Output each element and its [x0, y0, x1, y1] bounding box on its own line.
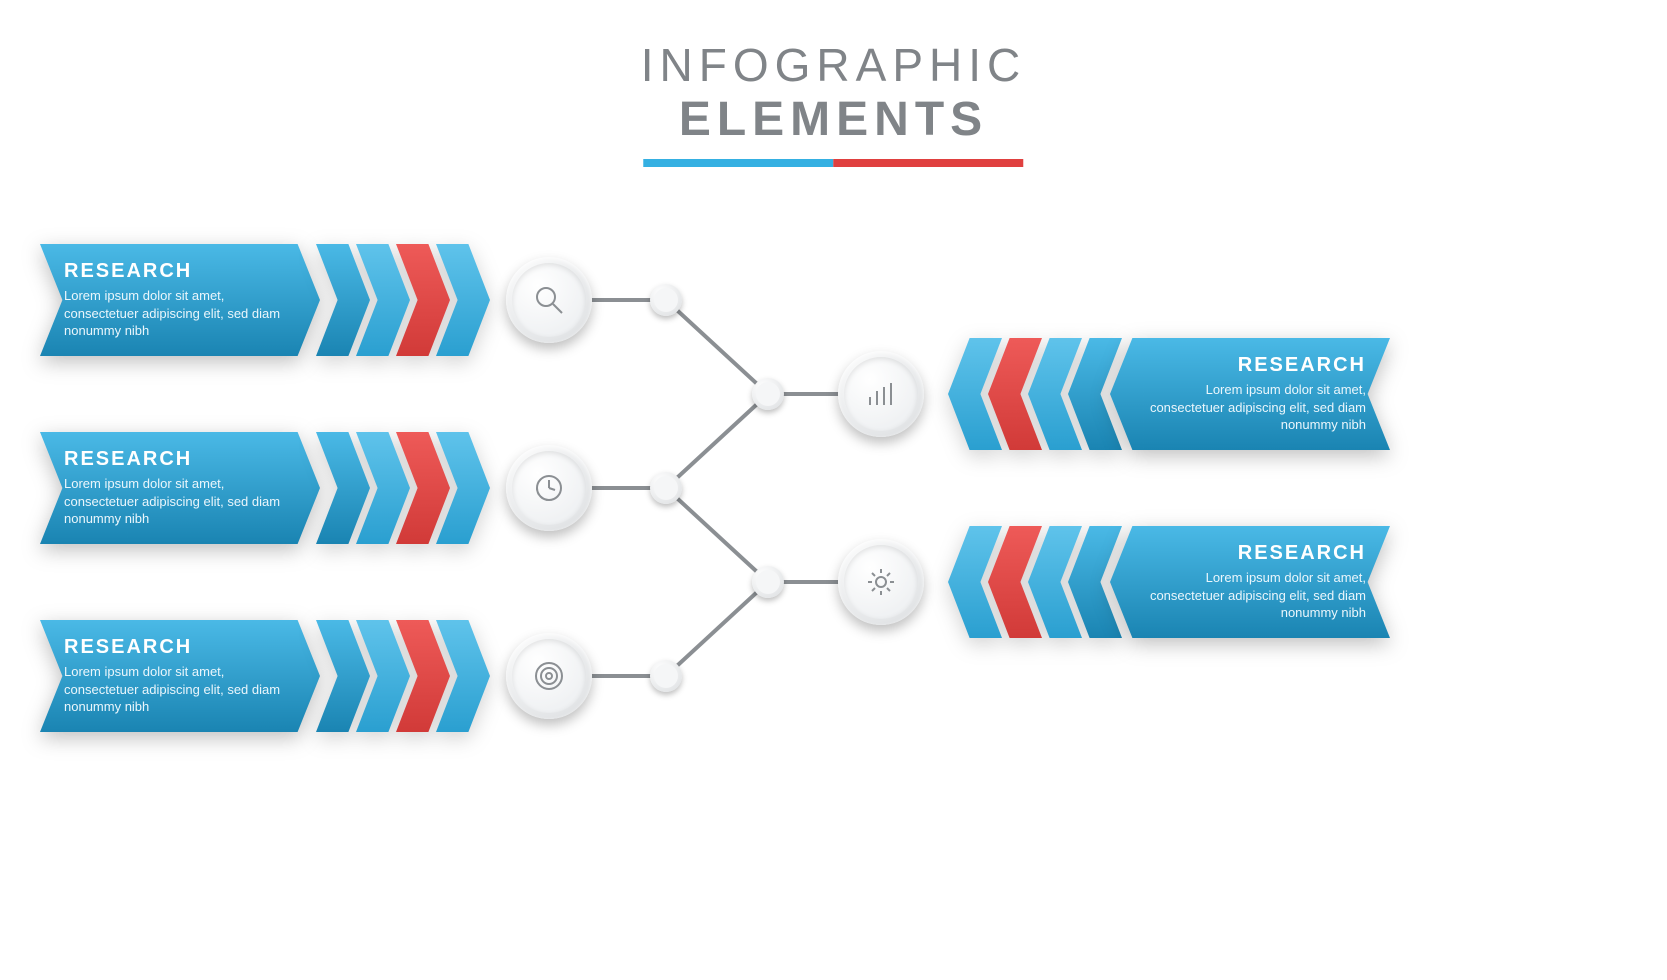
connector-line: [665, 299, 770, 396]
title-line1: INFOGRAPHIC: [641, 38, 1026, 92]
right-banner-2: RESEARCH Lorem ipsum dolor sit amet, con…: [1110, 526, 1390, 638]
clock-icon: [531, 470, 567, 506]
chevron-icon: [316, 432, 370, 544]
title-underline: [644, 159, 1024, 167]
title-block: INFOGRAPHIC ELEMENTS: [641, 38, 1026, 167]
left-banner-2: RESEARCH Lorem ipsum dolor sit amet, con…: [40, 432, 320, 544]
left-icon-circle-1: [506, 257, 592, 343]
left-icon-circle-2: [506, 445, 592, 531]
left-icon-circle-3: [506, 633, 592, 719]
right-chevrons-2: [948, 526, 1122, 638]
connector-line: [665, 393, 770, 490]
chevron-icon: [316, 244, 370, 356]
title-line2: ELEMENTS: [641, 92, 1026, 147]
target-icon: [531, 658, 567, 694]
chevron-icon: [316, 620, 370, 732]
left-label-3: RESEARCH: [64, 636, 296, 659]
right-icon-circle-1: [838, 351, 924, 437]
left-desc-2: Lorem ipsum dolor sit amet, consectetuer…: [64, 475, 296, 528]
connector-line: [665, 487, 770, 584]
left-node-3: [650, 660, 682, 692]
left-node-2: [650, 472, 682, 504]
search-icon: [532, 283, 566, 317]
right-banner-1: RESEARCH Lorem ipsum dolor sit amet, con…: [1110, 338, 1390, 450]
underline-right: [834, 159, 1024, 167]
bars-icon: [864, 377, 898, 411]
right-desc-1: Lorem ipsum dolor sit amet, consectetuer…: [1134, 381, 1366, 434]
right-chevrons-1: [948, 338, 1122, 450]
connector-line: [665, 581, 770, 678]
left-banner-3: RESEARCH Lorem ipsum dolor sit amet, con…: [40, 620, 320, 732]
left-chevrons-2: [316, 432, 490, 544]
right-label-2: RESEARCH: [1134, 542, 1366, 565]
left-label-1: RESEARCH: [64, 260, 296, 283]
right-node-1: [752, 378, 784, 410]
right-icon-circle-2: [838, 539, 924, 625]
gear-icon: [864, 565, 898, 599]
right-node-2: [752, 566, 784, 598]
left-desc-3: Lorem ipsum dolor sit amet, consectetuer…: [64, 663, 296, 716]
left-chevrons-3: [316, 620, 490, 732]
left-desc-1: Lorem ipsum dolor sit amet, consectetuer…: [64, 287, 296, 340]
left-node-1: [650, 284, 682, 316]
left-banner-1: RESEARCH Lorem ipsum dolor sit amet, con…: [40, 244, 320, 356]
right-label-1: RESEARCH: [1134, 354, 1366, 377]
left-label-2: RESEARCH: [64, 448, 296, 471]
right-desc-2: Lorem ipsum dolor sit amet, consectetuer…: [1134, 569, 1366, 622]
underline-left: [644, 159, 834, 167]
left-chevrons-1: [316, 244, 490, 356]
